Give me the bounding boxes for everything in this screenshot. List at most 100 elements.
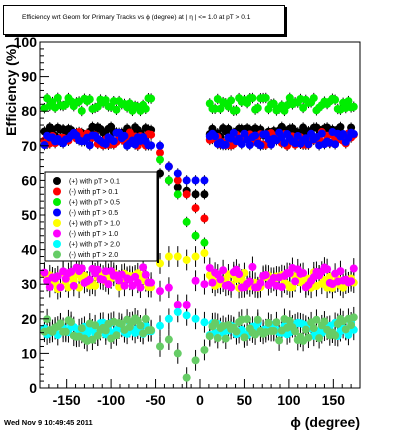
data-point (191, 190, 200, 199)
data-point (173, 252, 182, 261)
data-point (156, 287, 164, 296)
data-point (191, 314, 200, 323)
data-point (182, 300, 191, 309)
datestamp: Wed Nov 9 10:49:45 2011 (4, 418, 93, 427)
data-point (221, 140, 230, 149)
data-point (182, 217, 191, 226)
data-point (156, 342, 164, 351)
data-point (211, 319, 220, 328)
data-point (147, 278, 156, 287)
data-point (320, 317, 329, 326)
data-point (237, 140, 246, 149)
data-point (315, 334, 324, 343)
data-point (101, 326, 110, 335)
legend-label: (-) with pT > 1.0 (69, 231, 118, 238)
data-point (164, 283, 173, 292)
data-point (101, 139, 110, 148)
data-point (156, 141, 164, 150)
data-point (227, 96, 236, 105)
data-point (173, 349, 182, 358)
y-tick-label: 60 (21, 172, 37, 188)
x-tick-label: 150 (322, 392, 346, 408)
data-point (200, 280, 209, 289)
data-point (336, 267, 345, 276)
data-point (227, 283, 236, 292)
data-point (93, 102, 102, 111)
data-point (77, 264, 86, 273)
legend-label: (+) with pT > 0.1 (69, 179, 120, 186)
data-point (147, 326, 156, 335)
data-point (248, 94, 257, 103)
data-point (317, 129, 326, 138)
data-point (200, 345, 209, 354)
data-point (264, 318, 273, 327)
legend-label: (+) with pT > 2.0 (69, 242, 120, 249)
legend-label: (-) with pT > 0.5 (69, 210, 118, 217)
legend-label: (-) with pT > 2.0 (69, 252, 118, 259)
y-tick-label: 70 (21, 138, 37, 154)
data-point (40, 141, 49, 150)
data-point (344, 97, 353, 106)
data-point (291, 327, 300, 336)
data-point (85, 275, 94, 284)
data-point (99, 275, 108, 284)
data-point (301, 325, 310, 334)
data-point (104, 280, 113, 289)
legend-marker (53, 250, 61, 259)
data-point (200, 318, 209, 327)
data-point (299, 269, 308, 278)
data-point (285, 316, 294, 325)
data-point (120, 131, 129, 140)
data-point (141, 104, 150, 113)
data-point (200, 176, 209, 185)
legend-marker (53, 208, 61, 217)
data-point (331, 95, 340, 104)
data-point (182, 255, 191, 264)
title-box: Efficiency wrt Geom for Primary Tracks v… (3, 5, 285, 35)
data-point (91, 281, 100, 290)
data-point (182, 176, 191, 185)
data-point (40, 268, 49, 277)
legend-marker (53, 187, 61, 196)
data-point (267, 140, 276, 149)
data-point (164, 335, 173, 344)
data-point (164, 314, 173, 323)
x-tick-label: 0 (196, 392, 204, 408)
data-point (200, 214, 209, 223)
data-point (347, 321, 356, 330)
data-point (141, 314, 150, 323)
data-point (213, 334, 222, 343)
data-point (280, 138, 289, 147)
data-point (85, 95, 94, 104)
y-tick-label: 100 (14, 34, 38, 50)
data-point (277, 283, 286, 292)
data-point (191, 204, 200, 213)
data-point (77, 324, 86, 333)
data-point (173, 183, 182, 192)
y-tick-label: 30 (21, 276, 37, 292)
y-tick-label: 20 (21, 311, 37, 327)
data-point (173, 190, 182, 199)
data-point (191, 276, 200, 285)
data-point (285, 93, 294, 102)
data-point (235, 270, 244, 279)
data-point (182, 311, 191, 320)
data-point (253, 315, 262, 324)
data-point (173, 176, 182, 185)
data-points (40, 93, 358, 382)
data-point (182, 190, 191, 199)
data-point (240, 333, 249, 342)
x-tick-label: -100 (97, 392, 125, 408)
data-point (156, 148, 164, 157)
data-point (205, 332, 214, 341)
x-tick-label: 100 (277, 392, 301, 408)
data-point (156, 155, 164, 164)
data-point (261, 270, 270, 279)
x-tick-label: 50 (237, 392, 253, 408)
data-point (309, 94, 318, 103)
data-point (216, 275, 225, 284)
data-point (245, 140, 254, 149)
legend-label: (+) with pT > 1.0 (69, 221, 120, 228)
data-point (301, 134, 310, 143)
